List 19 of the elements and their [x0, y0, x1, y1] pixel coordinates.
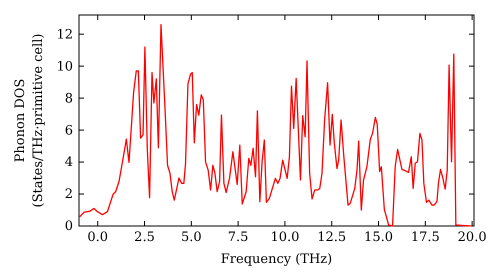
y-tick-label: 10 [56, 59, 73, 74]
y-tick-label: 4 [64, 155, 73, 170]
y-axis-title: Phonon DOS (States/THz·primitive cell) [13, 33, 46, 208]
x-tick-label: 0.0 [87, 230, 108, 246]
x-tick-label: 15.0 [364, 230, 394, 246]
x-tick-label: 7.5 [228, 230, 248, 246]
y-tick-label: 8 [64, 91, 73, 106]
x-tick-label: 20.0 [458, 230, 487, 246]
line-series [79, 24, 472, 227]
x-tick-label: 2.5 [134, 230, 155, 246]
x-tick-label: 5.0 [180, 230, 202, 246]
x-tick-label: 10.0 [270, 230, 300, 246]
y-tick-label: 0 [64, 219, 73, 234]
y-tick-label: 2 [64, 187, 73, 202]
y-tick-label: 6 [64, 123, 73, 138]
x-tick-label: 12.5 [317, 230, 346, 246]
x-axis-title: Frequency (THz) [220, 252, 332, 267]
y-tick-label: 12 [56, 27, 73, 42]
x-tick-label: 17.5 [410, 230, 440, 246]
